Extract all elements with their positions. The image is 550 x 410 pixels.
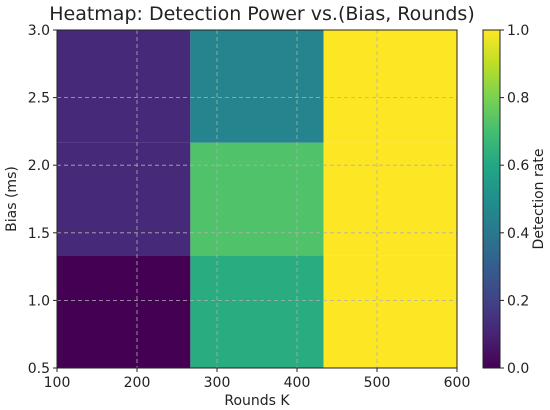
colorbar-tick-label: 0.2 <box>507 293 529 309</box>
heatmap-cells <box>57 30 457 368</box>
heatmap-cell <box>190 142 324 256</box>
heatmap-cell <box>190 255 324 368</box>
y-tick-label: 0.5 <box>28 361 50 377</box>
y-tick-label: 3.0 <box>28 23 50 39</box>
heatmap-cell <box>323 30 457 143</box>
colorbar-ticks: 0.0 0.2 0.4 0.6 0.8 1.0 <box>500 23 529 377</box>
heatmap-cell <box>57 255 191 368</box>
x-axis-label: Rounds K <box>224 393 290 409</box>
colorbar-tick-label: 1.0 <box>507 23 529 39</box>
plot-frame <box>56 29 458 369</box>
chart-title: Heatmap: Detection Power vs.(Bias, Round… <box>49 3 475 25</box>
y-axis-label: Bias (ms) <box>4 166 20 232</box>
heatmap-cell <box>323 255 457 368</box>
x-tick-label: 300 <box>204 375 231 391</box>
heatmap-cell <box>323 142 457 256</box>
x-axis-ticks: 100 200 300 400 500 600 <box>44 368 471 391</box>
y-tick-label: 1.5 <box>28 226 50 242</box>
heatmap-cell <box>57 142 191 256</box>
heatmap-cell <box>190 30 324 143</box>
colorbar-tick-label: 0.0 <box>507 361 529 377</box>
x-tick-label: 400 <box>284 375 311 391</box>
y-tick-label: 2.5 <box>28 91 50 107</box>
heatmap-cell <box>57 30 191 143</box>
y-tick-label: 1.0 <box>28 293 50 309</box>
x-tick-label: 200 <box>124 375 151 391</box>
colorbar-label: Detection rate <box>531 149 547 250</box>
colorbar-tick-label: 0.6 <box>507 158 529 174</box>
colorbar-tick-label: 0.4 <box>507 226 529 242</box>
y-axis-ticks: 0.5 1.0 1.5 2.0 2.5 3.0 <box>28 23 57 377</box>
x-tick-label: 600 <box>444 375 471 391</box>
colorbar <box>482 29 501 369</box>
grid-lines <box>57 30 457 368</box>
x-tick-label: 500 <box>364 375 391 391</box>
colorbar-tick-label: 0.8 <box>507 91 529 107</box>
x-tick-label: 100 <box>44 375 71 391</box>
y-tick-label: 2.0 <box>28 158 50 174</box>
